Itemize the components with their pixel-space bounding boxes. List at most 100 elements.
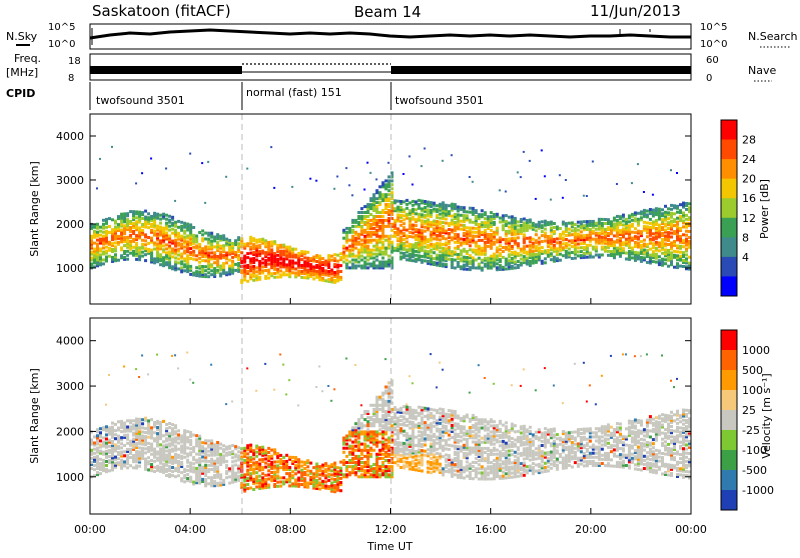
echo-cell (529, 224, 532, 227)
echo-cell (213, 261, 216, 264)
echo-cell (321, 464, 324, 467)
echo-cell (234, 269, 237, 272)
echo-cell (267, 269, 270, 272)
echo-cell (294, 464, 297, 467)
echo-cell (625, 258, 628, 261)
echo-cell (300, 483, 303, 486)
echo-cell (382, 461, 385, 464)
echo-cell (490, 211, 493, 214)
echo-cell (204, 259, 207, 262)
echo-cell (123, 256, 126, 259)
echo-cell (385, 443, 388, 446)
echo-cell (631, 213, 634, 216)
echo-cell (556, 247, 559, 250)
echo-cell (481, 213, 484, 216)
echo-cell (183, 257, 186, 260)
echo-cell (478, 245, 481, 248)
echo-cell (619, 237, 622, 240)
echo-cell (388, 473, 391, 476)
echo-cell (565, 242, 568, 245)
echo-cell (339, 461, 342, 464)
echo-cell (436, 254, 439, 257)
echo-cell (267, 277, 270, 280)
echo-cell (318, 366, 320, 368)
echo-cell (168, 235, 171, 238)
echo-cell (261, 269, 264, 272)
echo-cell (129, 220, 132, 223)
echo-cell (231, 256, 234, 259)
echo-cell (273, 272, 276, 275)
echo-cell (273, 483, 276, 486)
echo-cell (261, 238, 264, 241)
echo-cell (300, 465, 303, 468)
echo-cell (373, 430, 376, 433)
echo-cell (415, 250, 418, 253)
echo-cell (634, 231, 637, 234)
echo-cell (502, 266, 505, 269)
echo-cell (297, 404, 299, 406)
echo-cell (670, 232, 673, 235)
echo-cell (258, 463, 261, 466)
echo-cell (150, 229, 153, 232)
echo-cell (493, 213, 496, 216)
echo-cell (156, 432, 159, 435)
echo-cell (150, 249, 153, 252)
echo-cell (348, 249, 351, 252)
echo-cell (439, 213, 442, 216)
echo-cell (255, 245, 258, 248)
echo-cell (577, 225, 580, 228)
echo-cell (201, 162, 203, 164)
echo-cell (673, 250, 676, 253)
echo-cell (159, 443, 162, 446)
echo-cell (96, 455, 99, 458)
echo-cell (376, 215, 379, 218)
echo-cell (288, 472, 291, 475)
echo-cell (225, 460, 228, 463)
echo-cell (568, 244, 571, 247)
echo-cell (342, 261, 345, 264)
echo-cell (225, 261, 228, 264)
echo-cell (541, 230, 544, 233)
echo-cell (544, 175, 546, 177)
echo-cell (544, 240, 547, 243)
echo-cell (360, 265, 363, 268)
echo-cell (448, 246, 451, 249)
echo-cell (622, 247, 625, 250)
echo-cell (279, 458, 282, 461)
echo-cell (282, 364, 284, 366)
echo-cell (105, 468, 108, 471)
echo-cell (189, 462, 192, 465)
echo-cell (96, 187, 98, 189)
y-tick-label: 4000 (56, 130, 84, 143)
echo-cell (165, 454, 168, 457)
echo-cell (147, 468, 150, 471)
echo-cell (619, 229, 622, 232)
echo-cell (511, 215, 514, 218)
echo-cell (324, 269, 327, 272)
freq-label: Freq. (14, 52, 41, 65)
echo-cell (415, 242, 418, 245)
echo-cell (481, 267, 484, 270)
echo-cell (108, 439, 111, 442)
echo-cell (324, 480, 327, 483)
echo-cell (147, 373, 149, 375)
echo-cell (144, 427, 147, 430)
echo-cell (132, 238, 135, 241)
echo-cell (222, 234, 225, 237)
echo-cell (153, 470, 156, 473)
echo-cell (153, 431, 156, 434)
echo-cell (288, 379, 290, 381)
echo-cell (162, 420, 165, 423)
echo-cell (457, 245, 460, 248)
echo-cell (421, 255, 424, 258)
echo-cell (406, 207, 409, 210)
echo-cell (397, 227, 400, 230)
echo-cell (195, 453, 198, 456)
echo-cell (180, 471, 183, 474)
echo-cell (159, 263, 162, 266)
echo-cell (463, 248, 466, 251)
echo-cell (249, 258, 252, 261)
echo-cell (379, 219, 382, 222)
echo-cell (264, 458, 267, 461)
echo-cell (592, 246, 595, 249)
